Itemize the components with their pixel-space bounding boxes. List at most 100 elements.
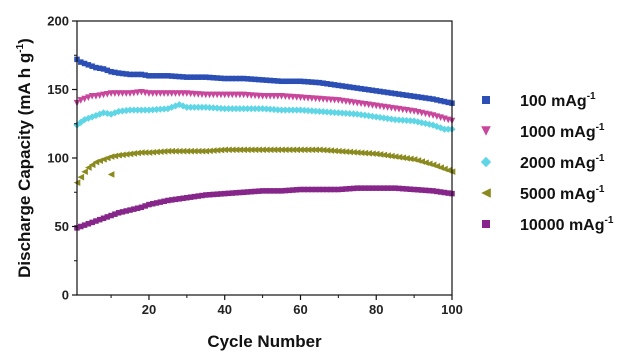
data-point: [285, 146, 293, 154]
data-point: [81, 95, 88, 103]
data-point: [107, 171, 115, 178]
data-point: [319, 146, 327, 154]
data-point: [343, 186, 349, 192]
x-tick-label: 100: [441, 302, 463, 317]
data-point: [210, 74, 217, 81]
data-point: [309, 79, 315, 85]
data-point: [263, 77, 270, 83]
data-point: [357, 149, 365, 157]
data-point: [275, 188, 281, 194]
data-point: [255, 105, 263, 113]
data-point: [426, 95, 433, 102]
data-point: [361, 149, 369, 157]
data-point: [335, 147, 342, 155]
data-point: [175, 147, 183, 155]
data-point: [157, 148, 164, 155]
data-point: [108, 212, 114, 219]
x-tick-label: 80: [369, 302, 383, 317]
data-point: [399, 154, 407, 162]
legend-label-sup: -1: [596, 184, 605, 195]
data-point: [198, 147, 206, 155]
data-point: [304, 146, 312, 154]
data-point: [214, 191, 220, 197]
data-point: [354, 149, 361, 156]
data-point: [384, 152, 391, 159]
data-point: [119, 70, 126, 77]
data-point: [434, 188, 440, 195]
data-point: [172, 73, 179, 80]
data-point: [328, 81, 334, 88]
data-point: [111, 109, 119, 117]
data-point: [342, 148, 350, 155]
data-point: [247, 146, 255, 154]
series-3: [73, 146, 456, 186]
data-point: [78, 59, 84, 65]
data-point: [316, 186, 323, 193]
data-point: [115, 151, 122, 159]
data-point: [89, 63, 95, 69]
data-point: [256, 188, 262, 194]
data-point: [112, 211, 118, 217]
data-point: [96, 110, 104, 118]
data-point: [187, 103, 195, 111]
data-point: [324, 80, 330, 87]
data-point: [191, 74, 198, 80]
data-point: [191, 193, 198, 200]
y-axis-title-sup: -1: [15, 43, 26, 52]
data-point: [285, 106, 293, 114]
data-point: [240, 189, 247, 195]
data-point: [153, 73, 160, 79]
data-point: [274, 146, 282, 154]
data-point: [228, 105, 236, 113]
data-point: [361, 111, 369, 119]
data-point: [248, 76, 254, 82]
data-point: [130, 106, 138, 114]
data-point: [179, 147, 187, 155]
data-point: [369, 185, 376, 191]
data-point: [180, 74, 186, 80]
data-point: [312, 186, 319, 193]
data-point: [430, 188, 436, 194]
data-point: [191, 147, 198, 155]
data-point: [369, 87, 376, 94]
data-point: [407, 93, 414, 99]
data-point: [168, 147, 175, 155]
data-point: [199, 74, 205, 80]
data-point: [138, 71, 145, 78]
data-point: [301, 186, 308, 193]
data-point: [157, 199, 164, 205]
data-point: [430, 96, 436, 102]
data-point: [392, 90, 398, 97]
data-point: [331, 108, 339, 117]
data-point: [126, 150, 134, 158]
legend-label-sup: -1: [605, 215, 614, 226]
data-point: [308, 146, 316, 154]
data-point: [418, 187, 425, 193]
series-4: [74, 185, 455, 231]
data-point: [161, 198, 167, 205]
data-point: [93, 218, 99, 224]
data-point: [297, 186, 304, 193]
data-point: [426, 187, 433, 194]
data-point: [217, 104, 225, 112]
data-point: [138, 149, 145, 156]
data-point: [85, 164, 92, 171]
data-point: [123, 208, 129, 214]
data-point: [165, 73, 171, 79]
data-point: [111, 152, 119, 160]
data-point: [164, 147, 172, 155]
y-axis-title-close: ): [15, 38, 34, 44]
data-point: [96, 65, 103, 72]
data-point: [323, 147, 331, 154]
data-point: [376, 113, 384, 122]
data-point: [217, 146, 225, 154]
data-point: [224, 105, 233, 113]
data-point: [81, 60, 88, 67]
data-point: [270, 146, 278, 154]
legend-label-main: 1000 mAg: [520, 124, 596, 141]
data-point: [237, 75, 243, 82]
legend-item: 5000 mAg-1: [481, 184, 605, 203]
data-point: [183, 147, 191, 155]
data-point: [137, 106, 145, 114]
